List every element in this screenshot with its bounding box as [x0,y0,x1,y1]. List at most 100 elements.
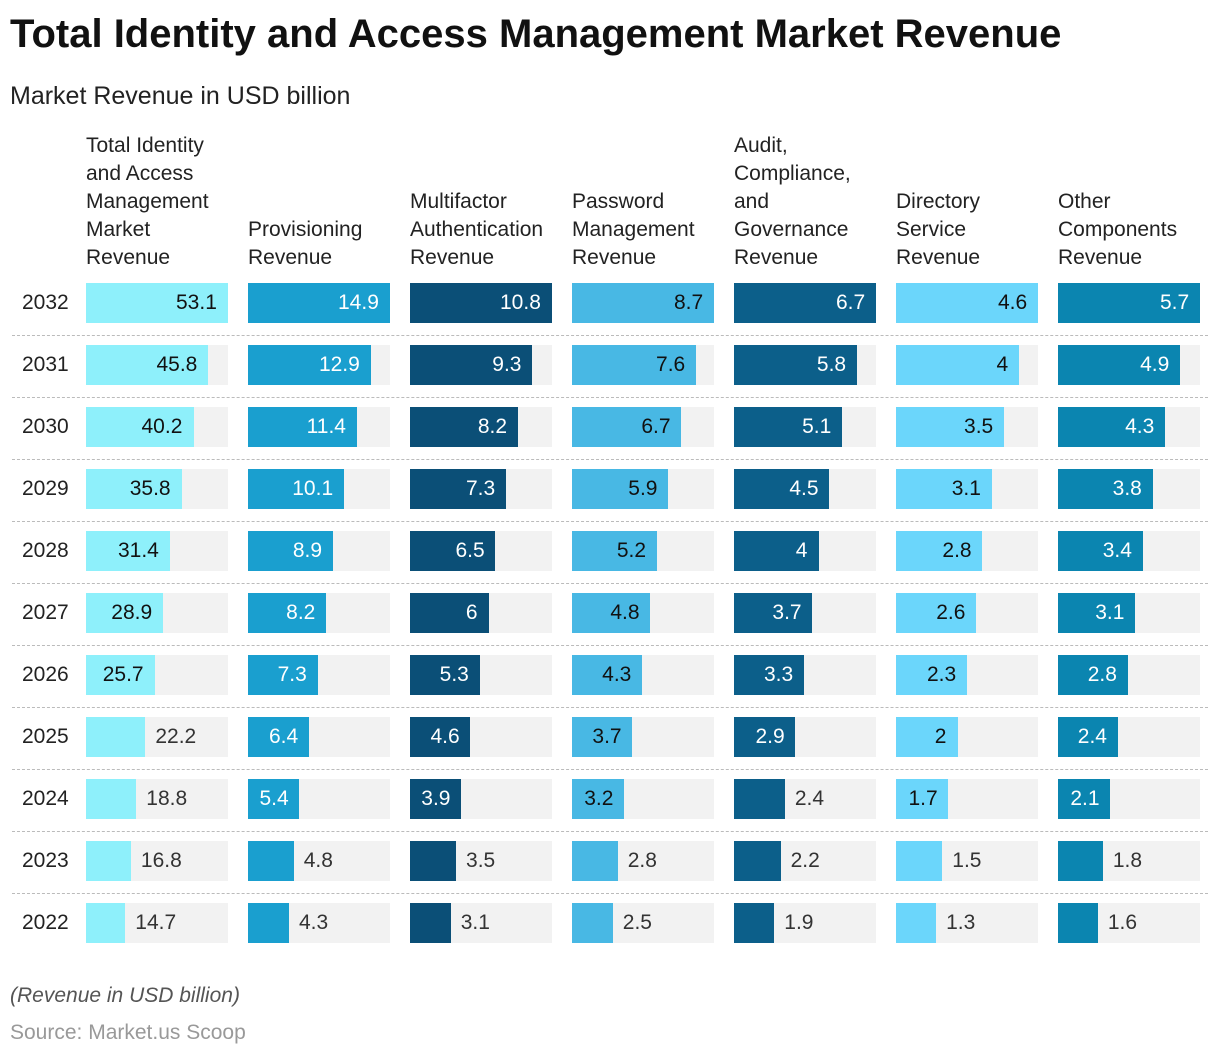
value-label: 3.4 [1102,539,1132,562]
bar [1058,655,1128,695]
row-separator [12,335,1208,336]
value-label: 31.4 [117,539,159,562]
value-label: 1.6 [1107,911,1138,934]
bar [248,841,294,881]
value-label: 5.7 [1160,291,1190,314]
bar [572,593,651,633]
bar [572,717,633,757]
bar [86,903,126,943]
value-label: 7.3 [277,663,307,686]
bar [248,655,318,695]
value-label: 14.9 [338,291,379,314]
bar [572,655,643,695]
bar [572,903,613,943]
value-label: 4.8 [303,849,333,872]
bar [248,469,345,509]
row-label: 2031 [22,353,69,376]
bar [410,283,552,323]
row-label: 2026 [22,663,69,686]
value-label: 14.7 [135,911,177,934]
value-label: 22.2 [155,725,197,748]
bar [896,283,1038,323]
value-label: 1.7 [908,787,938,810]
value-label: 3.1 [951,477,981,500]
bar [896,469,992,509]
value-label: 18.8 [146,787,188,810]
row-label: 2025 [22,725,69,748]
bar [1058,841,1103,881]
bar [410,841,457,881]
value-label: 2.9 [755,725,785,748]
value-label: 2.8 [1087,663,1117,686]
value-label: 2.4 [1077,725,1107,748]
value-label: 7.3 [465,477,496,500]
value-label: 10.1 [292,477,334,500]
value-label: 1.5 [952,849,982,872]
bar [572,345,697,385]
value-label: 3.5 [466,849,496,872]
bar [1058,593,1136,633]
value-label: 45.8 [156,353,198,376]
bar [896,903,937,943]
bar [86,841,131,881]
bar [1058,345,1181,385]
value-label: 2.6 [936,601,966,624]
bar [734,407,843,447]
value-label: 3.2 [584,787,614,810]
bar [572,531,657,571]
bar [896,841,943,881]
bar [86,283,228,323]
bar [734,593,813,633]
value-label: 2.8 [627,849,657,872]
bar [410,903,451,943]
value-label: 7.6 [656,353,686,376]
chart-subtitle: Market Revenue in USD billion [10,82,351,110]
value-label: 8.2 [477,415,508,438]
bar [248,345,371,385]
bar [410,655,480,695]
bar [248,903,289,943]
row-label: 2030 [22,415,69,438]
value-label: 2.3 [927,663,957,686]
bar [734,903,775,943]
value-label: 1.3 [946,911,976,934]
source: Source: Market.us Scoop [10,1021,246,1044]
bar [248,407,357,447]
bar [1058,407,1166,447]
value-label: 53.1 [176,291,217,314]
bar [1058,283,1200,323]
note: (Revenue in USD billion) [10,984,240,1007]
bar [1058,779,1111,819]
row-label: 2027 [22,601,69,624]
row-separator [12,893,1208,894]
value-label: 5.4 [259,787,289,810]
bar [572,469,669,509]
value-label: 6.7 [641,415,671,438]
chart-title: Total Identity and Access Management Mar… [10,12,1062,56]
value-label: 6.4 [268,725,299,748]
value-label: 5.2 [616,539,647,562]
value-label: 12.9 [318,353,360,376]
bar [896,531,983,571]
row-separator [12,645,1208,646]
row-separator [12,397,1208,398]
row-label: 2022 [22,911,69,934]
bar [896,345,1020,385]
bar [734,345,857,385]
value-label: 25.7 [102,663,144,686]
bar [410,717,471,757]
bar [86,469,182,509]
value-label: 11.4 [306,415,346,438]
bar [86,593,164,633]
bar [734,469,830,509]
column-header: Other Components Revenue [1058,190,1178,269]
value-label: 4.3 [298,911,329,934]
column-header: Password Management Revenue [572,190,695,269]
value-label: 16.8 [140,849,182,872]
bar [896,655,967,695]
value-label: 3.1 [460,911,490,934]
bar [248,779,300,819]
bar [896,779,949,819]
value-label: 3.3 [763,663,794,686]
